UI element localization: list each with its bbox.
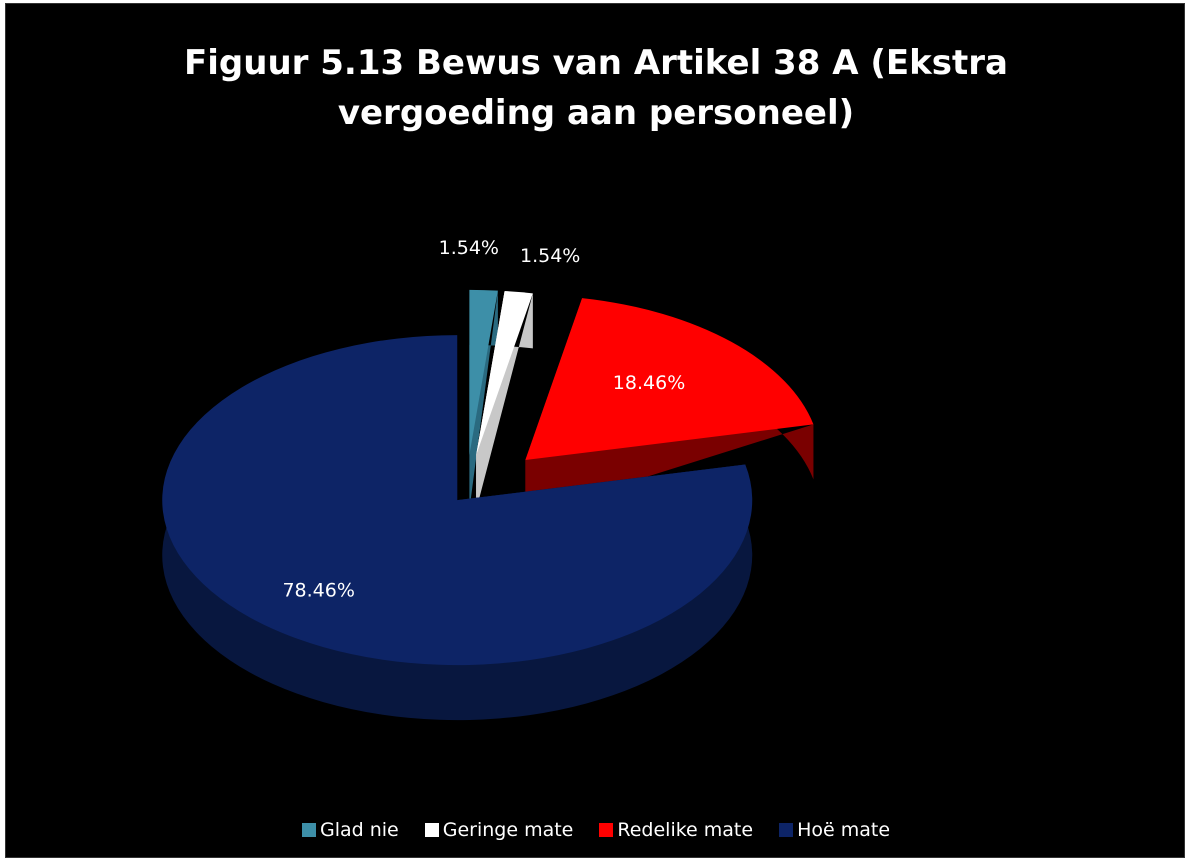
pie-slice-glad-nie bbox=[469, 289, 498, 455]
legend-label-geringe-mate: Geringe mate bbox=[442, 819, 574, 841]
pie-slice-side-geringe-mate bbox=[476, 291, 533, 511]
pie-chart: 1.54% 1.54% 18.46% 78.46% bbox=[162, 237, 814, 721]
legend-swatch-hoe-mate bbox=[779, 823, 794, 837]
legend-item-glad-nie: Glad nie bbox=[301, 819, 399, 841]
legend-item-geringe-mate: Geringe mate bbox=[424, 819, 574, 841]
chart-title-line-2: vergoeding aan personeel) bbox=[337, 93, 855, 133]
pie-slice-redelike-mate bbox=[525, 298, 814, 460]
chart-frame: Figuur 5.13 Bewus van Artikel 38 A (Ekst… bbox=[5, 3, 1185, 858]
pie-slice-hoe-mate bbox=[162, 335, 753, 666]
legend-item-redelike-mate: Redelike mate bbox=[599, 819, 753, 841]
data-label-glad-nie: 1.54% bbox=[439, 237, 499, 259]
data-label-redelike-mate: 18.46% bbox=[613, 372, 685, 394]
legend-label-redelike-mate: Redelike mate bbox=[617, 819, 754, 841]
pie-slice-geringe-mate bbox=[476, 291, 533, 456]
chart-legend: Glad nie Geringe mate Redelike mate Hoë … bbox=[6, 819, 1186, 841]
legend-swatch-glad-nie bbox=[301, 823, 316, 837]
legend-swatch-redelike-mate bbox=[599, 823, 614, 837]
data-label-geringe-mate: 1.54% bbox=[520, 245, 580, 267]
legend-swatch-geringe-mate bbox=[424, 823, 439, 837]
data-label-hoe-mate: 78.46% bbox=[282, 580, 354, 602]
chart-title: Figuur 5.13 Bewus van Artikel 38 A (Ekst… bbox=[6, 38, 1186, 138]
legend-label-glad-nie: Glad nie bbox=[319, 819, 399, 841]
legend-item-hoe-mate: Hoë mate bbox=[779, 819, 890, 841]
chart-title-line-1: Figuur 5.13 Bewus van Artikel 38 A (Ekst… bbox=[184, 43, 1008, 83]
legend-label-hoe-mate: Hoë mate bbox=[797, 819, 891, 841]
